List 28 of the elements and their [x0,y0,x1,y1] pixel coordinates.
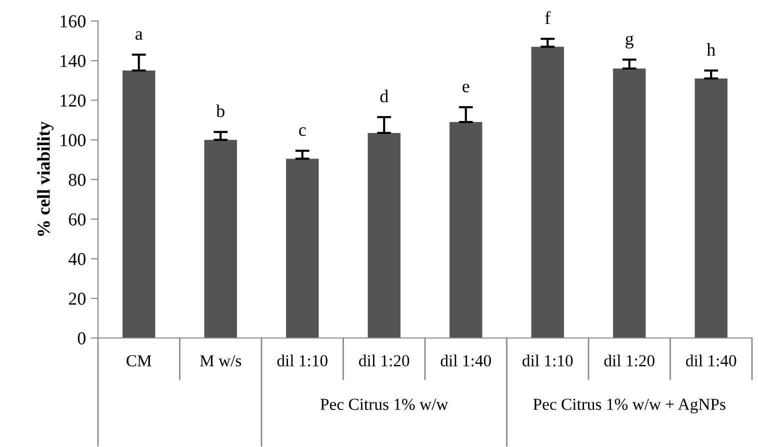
y-tick-label: 0 [78,332,86,344]
x-tick-label: dil 1:20 [604,354,654,366]
data-label: b [216,104,224,118]
data-label: f [545,11,551,24]
data-label: d [380,90,388,102]
data-label: h [706,43,716,56]
y-tick-label: 40 [68,253,86,266]
x-tick-label: M w/s [200,355,242,366]
y-tick-label: 60 [68,213,86,226]
x-tick-label: CM [126,355,152,366]
y-tick-label: 80 [68,174,86,186]
x-tick-label: dil 1:10 [277,354,328,366]
data-label: a [136,31,143,40]
y-axis-title: % cell viability [37,122,54,236]
y-tick-label: 120 [60,94,86,107]
y-tick-label: 20 [68,292,86,305]
data-label: e [462,84,470,92]
x-tick-label: dil 1:20 [359,354,410,366]
y-tick-label: 160 [60,15,86,28]
x-tick-label: dil 1:10 [522,354,573,366]
data-label: g [626,35,634,49]
y-tick-label: 140 [60,54,86,68]
text: Pec Citrus 1% w/w [320,398,448,410]
x-tick-label: dil 1:40 [686,354,736,366]
y-tick-label: 100 [60,134,86,146]
text: Pec Citrus 1% w/w + AgNPs [533,398,726,414]
x-tick-label: dil 1:40 [440,354,491,366]
data-label: c [299,127,306,136]
